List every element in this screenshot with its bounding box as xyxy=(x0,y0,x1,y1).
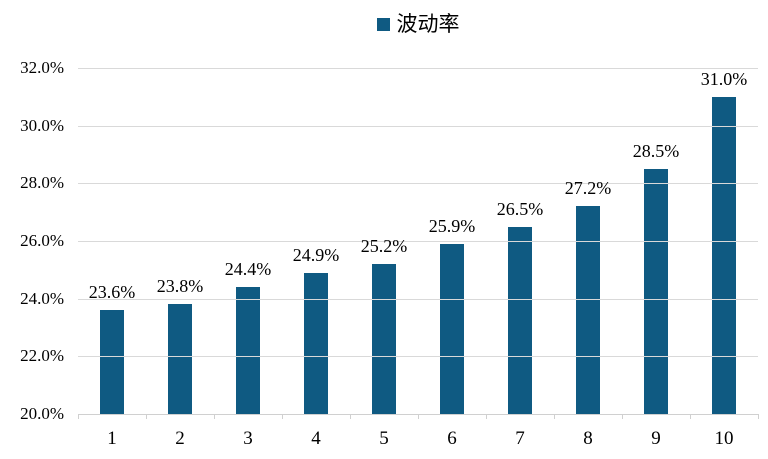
bar-value-label: 31.0% xyxy=(700,69,748,89)
y-axis-label: 22.0% xyxy=(20,346,64,365)
y-axis-label: 24.0% xyxy=(20,289,64,308)
bar-value-label: 27.2% xyxy=(564,178,612,198)
bar xyxy=(508,227,532,414)
bar-value-label: 23.8% xyxy=(156,276,204,296)
bar-value-label: 24.4% xyxy=(224,259,272,279)
bar-value-label: 24.9% xyxy=(292,245,340,265)
y-axis-label: 26.0% xyxy=(20,231,64,250)
axis-tick xyxy=(622,414,623,419)
x-axis-label: 7 xyxy=(515,428,525,449)
bar-value-label: 26.5% xyxy=(496,199,544,219)
bar xyxy=(236,287,260,414)
axis-tick xyxy=(78,414,79,419)
legend-label: 波动率 xyxy=(396,12,460,36)
axis-tick xyxy=(146,414,147,419)
bar xyxy=(100,310,124,414)
bar xyxy=(576,206,600,414)
gridline xyxy=(78,183,758,184)
x-axis-label: 9 xyxy=(651,428,661,449)
gridline xyxy=(78,299,758,300)
y-axis-label: 20.0% xyxy=(20,404,64,423)
gridline xyxy=(78,241,758,242)
legend-marker-icon xyxy=(376,17,390,31)
bar xyxy=(168,304,192,414)
y-axis-label: 32.0% xyxy=(20,58,64,77)
axis-tick xyxy=(486,414,487,419)
axis-tick xyxy=(282,414,283,419)
axis-tick xyxy=(418,414,419,419)
x-axis-label: 1 xyxy=(107,428,117,449)
bar-value-label: 23.6% xyxy=(88,282,136,302)
x-axis-label: 5 xyxy=(379,428,389,449)
bar xyxy=(712,97,736,414)
axis-tick xyxy=(758,414,759,419)
bar xyxy=(304,273,328,414)
x-axis-label: 2 xyxy=(175,428,185,449)
x-axis-label: 8 xyxy=(583,428,593,449)
x-axis-label: 4 xyxy=(311,428,321,449)
x-axis-label: 6 xyxy=(447,428,457,449)
bar xyxy=(372,264,396,414)
plot-area xyxy=(78,68,758,414)
gridline xyxy=(78,68,758,69)
y-axis-label: 28.0% xyxy=(20,173,64,192)
gridline xyxy=(78,356,758,357)
axis-tick xyxy=(214,414,215,419)
bar-value-label: 25.2% xyxy=(360,236,408,256)
gridline xyxy=(78,126,758,127)
bar xyxy=(644,169,668,414)
x-axis-label: 10 xyxy=(714,428,734,449)
x-axis-label: 3 xyxy=(243,428,253,449)
y-axis-label: 30.0% xyxy=(20,116,64,135)
bar-value-label: 28.5% xyxy=(632,141,680,161)
bar-value-label: 25.9% xyxy=(428,216,476,236)
bar xyxy=(440,244,464,414)
axis-tick xyxy=(690,414,691,419)
axis-tick xyxy=(350,414,351,419)
legend: 波动率 xyxy=(78,10,758,38)
axis-tick xyxy=(554,414,555,419)
